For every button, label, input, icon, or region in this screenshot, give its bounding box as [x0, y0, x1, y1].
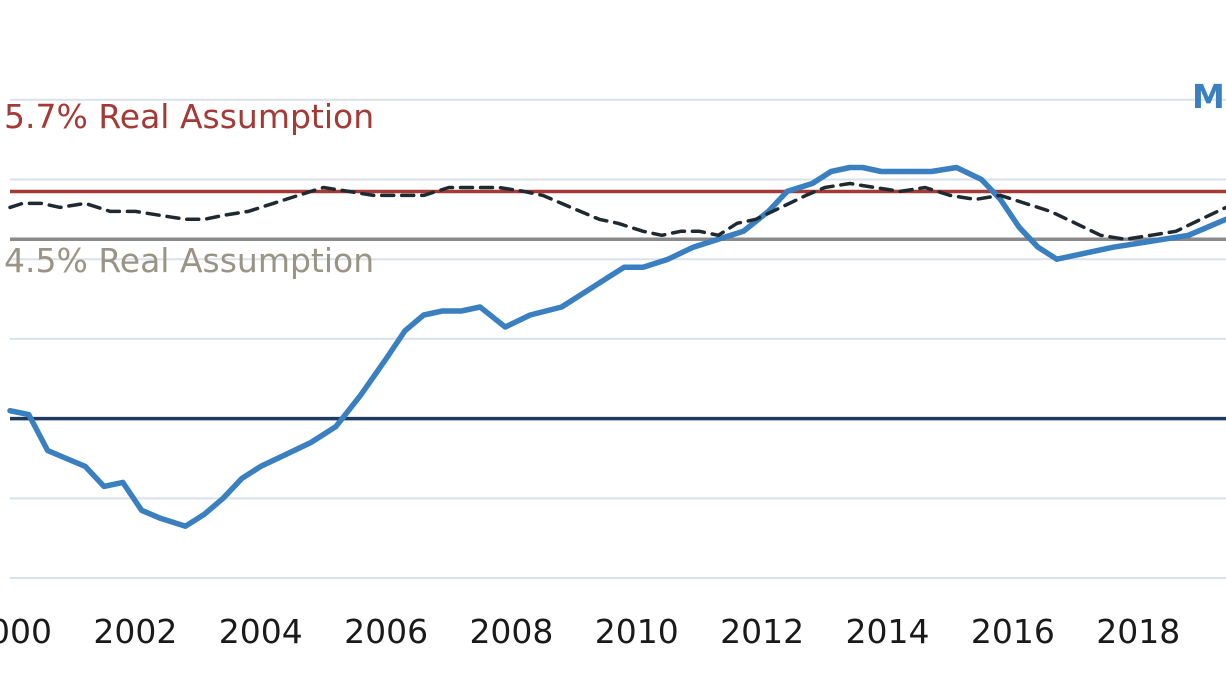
x-tick-label-2010: 2010	[595, 612, 679, 651]
x-tick-label-2004: 2004	[219, 612, 303, 651]
x-tick-label-2016: 2016	[971, 612, 1055, 651]
reference-label-4-5: 4.5% Real Assumption	[4, 241, 374, 280]
annotations: 5.7% Real Assumption 4.5% Real Assumptio…	[4, 77, 1226, 280]
reference-label-5-7: 5.7% Real Assumption	[4, 97, 374, 136]
x-axis-ticks: 2000 2002 2004 2006 2008 2010 2012 2014 2016 2018	[0, 612, 1180, 651]
x-tick-label-2002: 2002	[93, 612, 177, 651]
x-tick-label-2018: 2018	[1096, 612, 1180, 651]
series-label-ms: MS	[1192, 77, 1226, 116]
x-tick-label-2012: 2012	[720, 612, 804, 651]
series-line-ms	[7, 164, 1226, 529]
x-tick-label-2014: 2014	[846, 612, 930, 651]
reference-lines	[10, 189, 1226, 421]
x-tick-label-2000: 2000	[0, 612, 52, 651]
x-tick-label-2008: 2008	[469, 612, 553, 651]
gridlines	[10, 98, 1226, 580]
series-layer	[7, 164, 1226, 529]
x-tick-label-2006: 2006	[344, 612, 428, 651]
series-line-dashed	[8, 181, 1226, 242]
